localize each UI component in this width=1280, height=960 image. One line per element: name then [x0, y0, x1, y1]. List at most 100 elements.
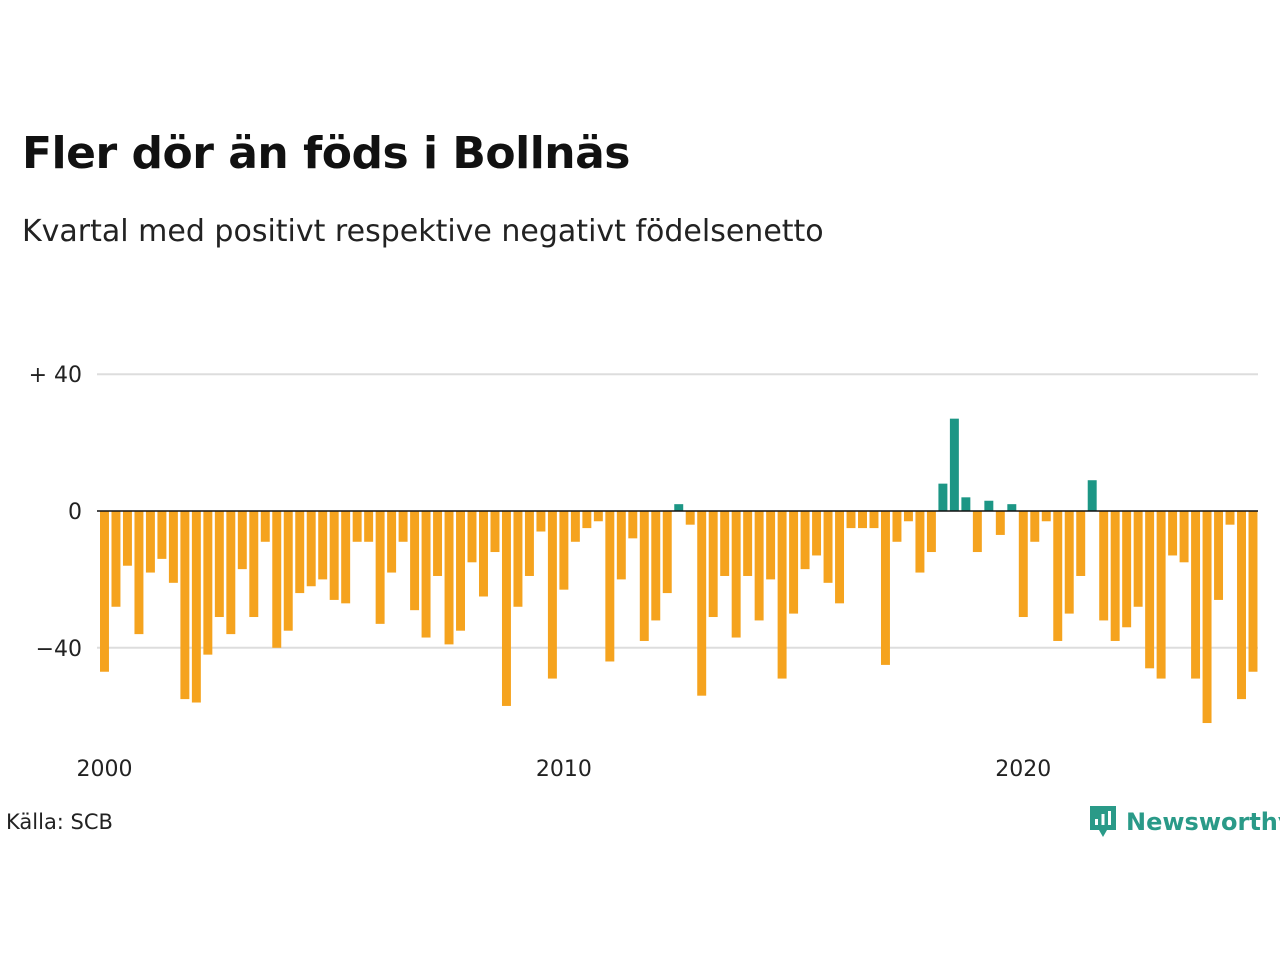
bar [1076, 511, 1086, 576]
x-tick-label: 2020 [995, 757, 1051, 782]
chart-bubble-icon [1090, 806, 1116, 837]
bar [501, 511, 511, 706]
bar [237, 511, 247, 570]
bar [789, 511, 799, 614]
bar [1018, 511, 1028, 618]
bar [743, 511, 753, 576]
bar [1225, 511, 1235, 525]
bar [892, 511, 902, 542]
bar [456, 511, 465, 631]
bar [846, 511, 856, 529]
bar [720, 511, 730, 576]
bar [777, 511, 787, 679]
bar [559, 511, 569, 590]
bar [1007, 504, 1017, 511]
bar [226, 511, 236, 635]
y-tick-label: + 40 [29, 363, 82, 388]
bar [513, 511, 523, 607]
bar [1099, 511, 1109, 621]
bar [444, 511, 454, 645]
bar [467, 511, 477, 563]
bar [410, 511, 420, 611]
bar [341, 511, 351, 604]
bar [1214, 511, 1224, 600]
bar [134, 511, 144, 635]
bar [306, 511, 316, 587]
bar [972, 511, 982, 553]
y-tick-label: −40 [36, 637, 82, 662]
bar [1053, 511, 1063, 641]
bar [823, 511, 833, 583]
bar [995, 511, 1005, 535]
bar [1145, 511, 1155, 669]
bar [1237, 511, 1246, 700]
bar [869, 511, 879, 529]
bar [835, 511, 845, 604]
bar [858, 511, 867, 529]
grid-lines [97, 373, 1258, 649]
brand-name: Newsworthy [1126, 808, 1280, 836]
bar [536, 511, 546, 532]
bar [1110, 511, 1120, 641]
bar [111, 511, 121, 607]
bar [272, 511, 282, 648]
bar [524, 511, 534, 576]
bar [961, 497, 971, 511]
bar [708, 511, 718, 618]
bar [1064, 511, 1074, 614]
bar [903, 511, 913, 522]
axes: + 40 0 −40 2000 2010 2020 [29, 363, 1258, 782]
bar [1168, 511, 1178, 556]
bar [766, 511, 776, 580]
bar [570, 511, 580, 542]
bar [1133, 511, 1143, 607]
bar [938, 483, 948, 511]
bar [421, 511, 431, 638]
bar [949, 418, 959, 511]
bar [433, 511, 443, 576]
bar [1087, 480, 1097, 511]
bar [352, 511, 362, 542]
bars [100, 418, 1258, 724]
bar [318, 511, 328, 580]
bar [697, 511, 707, 696]
bar [100, 511, 109, 672]
chart-title: Fler dör än föds i Bollnäs [22, 128, 630, 179]
bar [754, 511, 764, 621]
bar [157, 511, 167, 559]
bar [731, 511, 741, 638]
bar [662, 511, 672, 594]
bar [674, 504, 684, 511]
bar [984, 500, 994, 511]
bar [651, 511, 661, 621]
bar [1179, 511, 1189, 563]
bar [398, 511, 408, 542]
bar [387, 511, 397, 573]
bar [1248, 511, 1258, 672]
bar [639, 511, 649, 641]
bar [375, 511, 385, 624]
x-tick-label: 2010 [536, 757, 592, 782]
bar [122, 511, 132, 566]
bar [628, 511, 638, 539]
bar [1156, 511, 1166, 679]
bar [283, 511, 293, 631]
bar [260, 511, 270, 542]
bar [915, 511, 925, 573]
bar [479, 511, 488, 597]
bar [1202, 511, 1212, 724]
bar-chart: + 40 0 −40 2000 2010 2020 [29, 363, 1258, 782]
bar [800, 511, 810, 570]
bar [168, 511, 178, 583]
bar [191, 511, 201, 703]
bar [249, 511, 259, 618]
bar [880, 511, 890, 665]
bar [616, 511, 626, 580]
bar [1030, 511, 1040, 542]
bar [329, 511, 339, 600]
bar [203, 511, 213, 655]
bar [180, 511, 190, 700]
bar [214, 511, 224, 618]
bar [582, 511, 592, 529]
bar [1122, 511, 1132, 628]
